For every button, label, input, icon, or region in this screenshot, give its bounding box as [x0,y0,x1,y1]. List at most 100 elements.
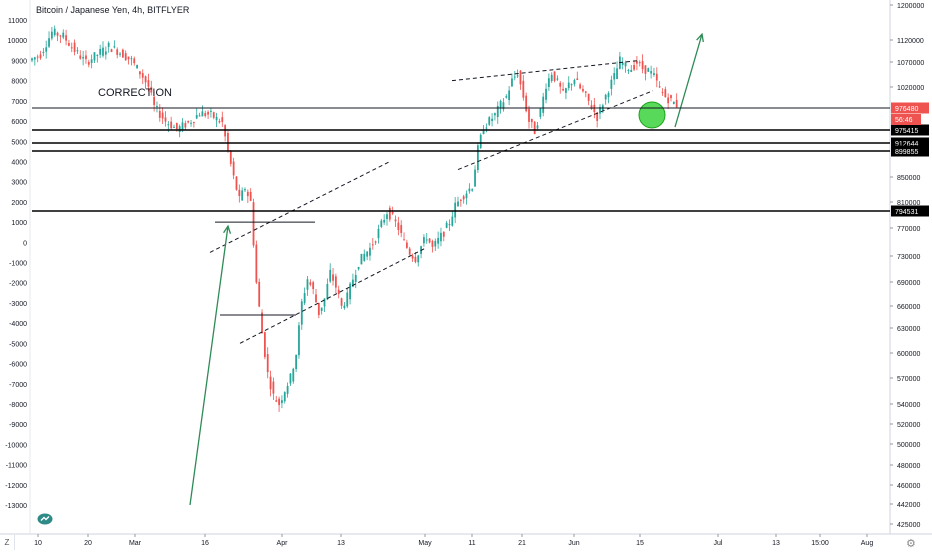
candle-body [357,266,360,270]
candle-body [198,115,201,117]
impulse-arrow-head [223,224,232,234]
candle-body [232,161,235,176]
candle-body [562,88,564,91]
time-axis-tick: May [418,540,432,547]
candle-body [90,59,93,64]
candle-body [39,54,42,59]
candle-body [636,61,638,64]
candle-body [227,133,229,151]
candle-body [238,189,241,197]
time-axis-tick: 15 [636,540,644,547]
candle-body [65,35,67,41]
candle-body [468,188,471,192]
candle-body [244,189,246,191]
candle-body [621,62,624,65]
price-axis-tick: 850000 [897,175,920,182]
time-axis: 10 20 Mar 16 Apr 13 May 11 21 Jun 15 Jul 13 15:00 Aug [34,534,873,547]
candle-body [613,73,616,80]
price-axis-tick: 690000 [897,280,920,287]
left-axis-tick: -11000 [6,463,27,470]
candle-body [366,251,369,257]
candle-body [309,282,312,285]
candle-body [471,189,474,191]
candle-body [281,400,283,404]
candle-body [655,73,658,81]
candle-body [212,112,215,118]
zoom-badge[interactable]: Z [0,535,15,550]
candle-body [258,281,261,307]
candle-body [363,253,366,261]
left-axis-tick: -3000 [9,301,27,308]
correction-annotation: CORRECTION [98,87,172,99]
candle-body [263,332,266,358]
countdown-label: 56:46 [895,117,913,124]
candle-body [556,78,559,80]
candle-body [59,35,62,37]
left-axis-tick: -10000 [5,442,27,449]
candle-body [465,193,468,199]
candle-body [582,88,584,92]
candle-body [42,51,45,53]
candle-body [457,201,459,207]
candle-body [553,71,556,81]
candle-body [110,49,113,52]
candle-body [547,78,550,88]
candle-body [397,222,400,231]
candle-body [156,105,158,107]
candle-body [405,242,408,248]
target-circle [638,101,666,129]
price-axis-tick: 730000 [897,254,920,261]
candle-body [491,118,493,121]
candle-body [604,94,607,100]
candle-body [261,312,263,334]
candle-body [513,76,516,78]
candle-body [675,99,678,108]
candle-body [414,256,417,263]
time-axis-tick: 15:00 [811,540,829,547]
candle-body [104,51,107,55]
time-axis-tick: 13 [772,540,780,547]
candle-body [451,216,454,226]
gear-icon[interactable]: ⚙ [906,538,916,550]
candle-body [184,123,187,128]
left-axis-tick: -9000 [9,422,27,429]
candle-body [161,112,164,119]
candle-body [488,117,491,125]
candle-body [658,86,661,88]
candle-body [386,214,388,220]
candle-body [462,196,465,200]
candle-body [607,93,610,98]
candle-body [516,75,519,77]
left-axis-tick: 2000 [11,200,27,207]
candle-body [337,289,340,295]
tradingview-logo-icon[interactable] [37,512,53,525]
candle-body [292,368,295,382]
price-axis-tick: 600000 [897,351,920,358]
left-axis-tick: -4000 [9,321,27,328]
candle-body [210,110,212,112]
symbol-header: Bitcoin / Japanese Yen, 4h, BITFLYER [36,5,190,15]
candle-body [499,100,502,109]
left-axis-tick: 4000 [11,159,27,166]
candle-body [45,47,48,52]
candle-body [144,76,147,83]
candle-body [641,60,644,70]
price-axis-tick: 810000 [897,200,920,207]
candle-body [428,238,431,243]
candle-body [374,241,377,243]
candle-body [377,228,380,239]
candle-body [411,255,414,259]
left-axis-tick: 11000 [8,18,27,25]
candle-body [119,53,121,55]
candle-body [306,279,309,290]
price-axis-tick: 770000 [897,226,920,233]
candle-body [300,301,303,325]
candle-body [576,78,579,80]
candle-body [650,71,653,74]
left-axis-tick: -2000 [9,281,27,288]
candle-body [249,191,252,201]
candle-body [102,47,104,56]
